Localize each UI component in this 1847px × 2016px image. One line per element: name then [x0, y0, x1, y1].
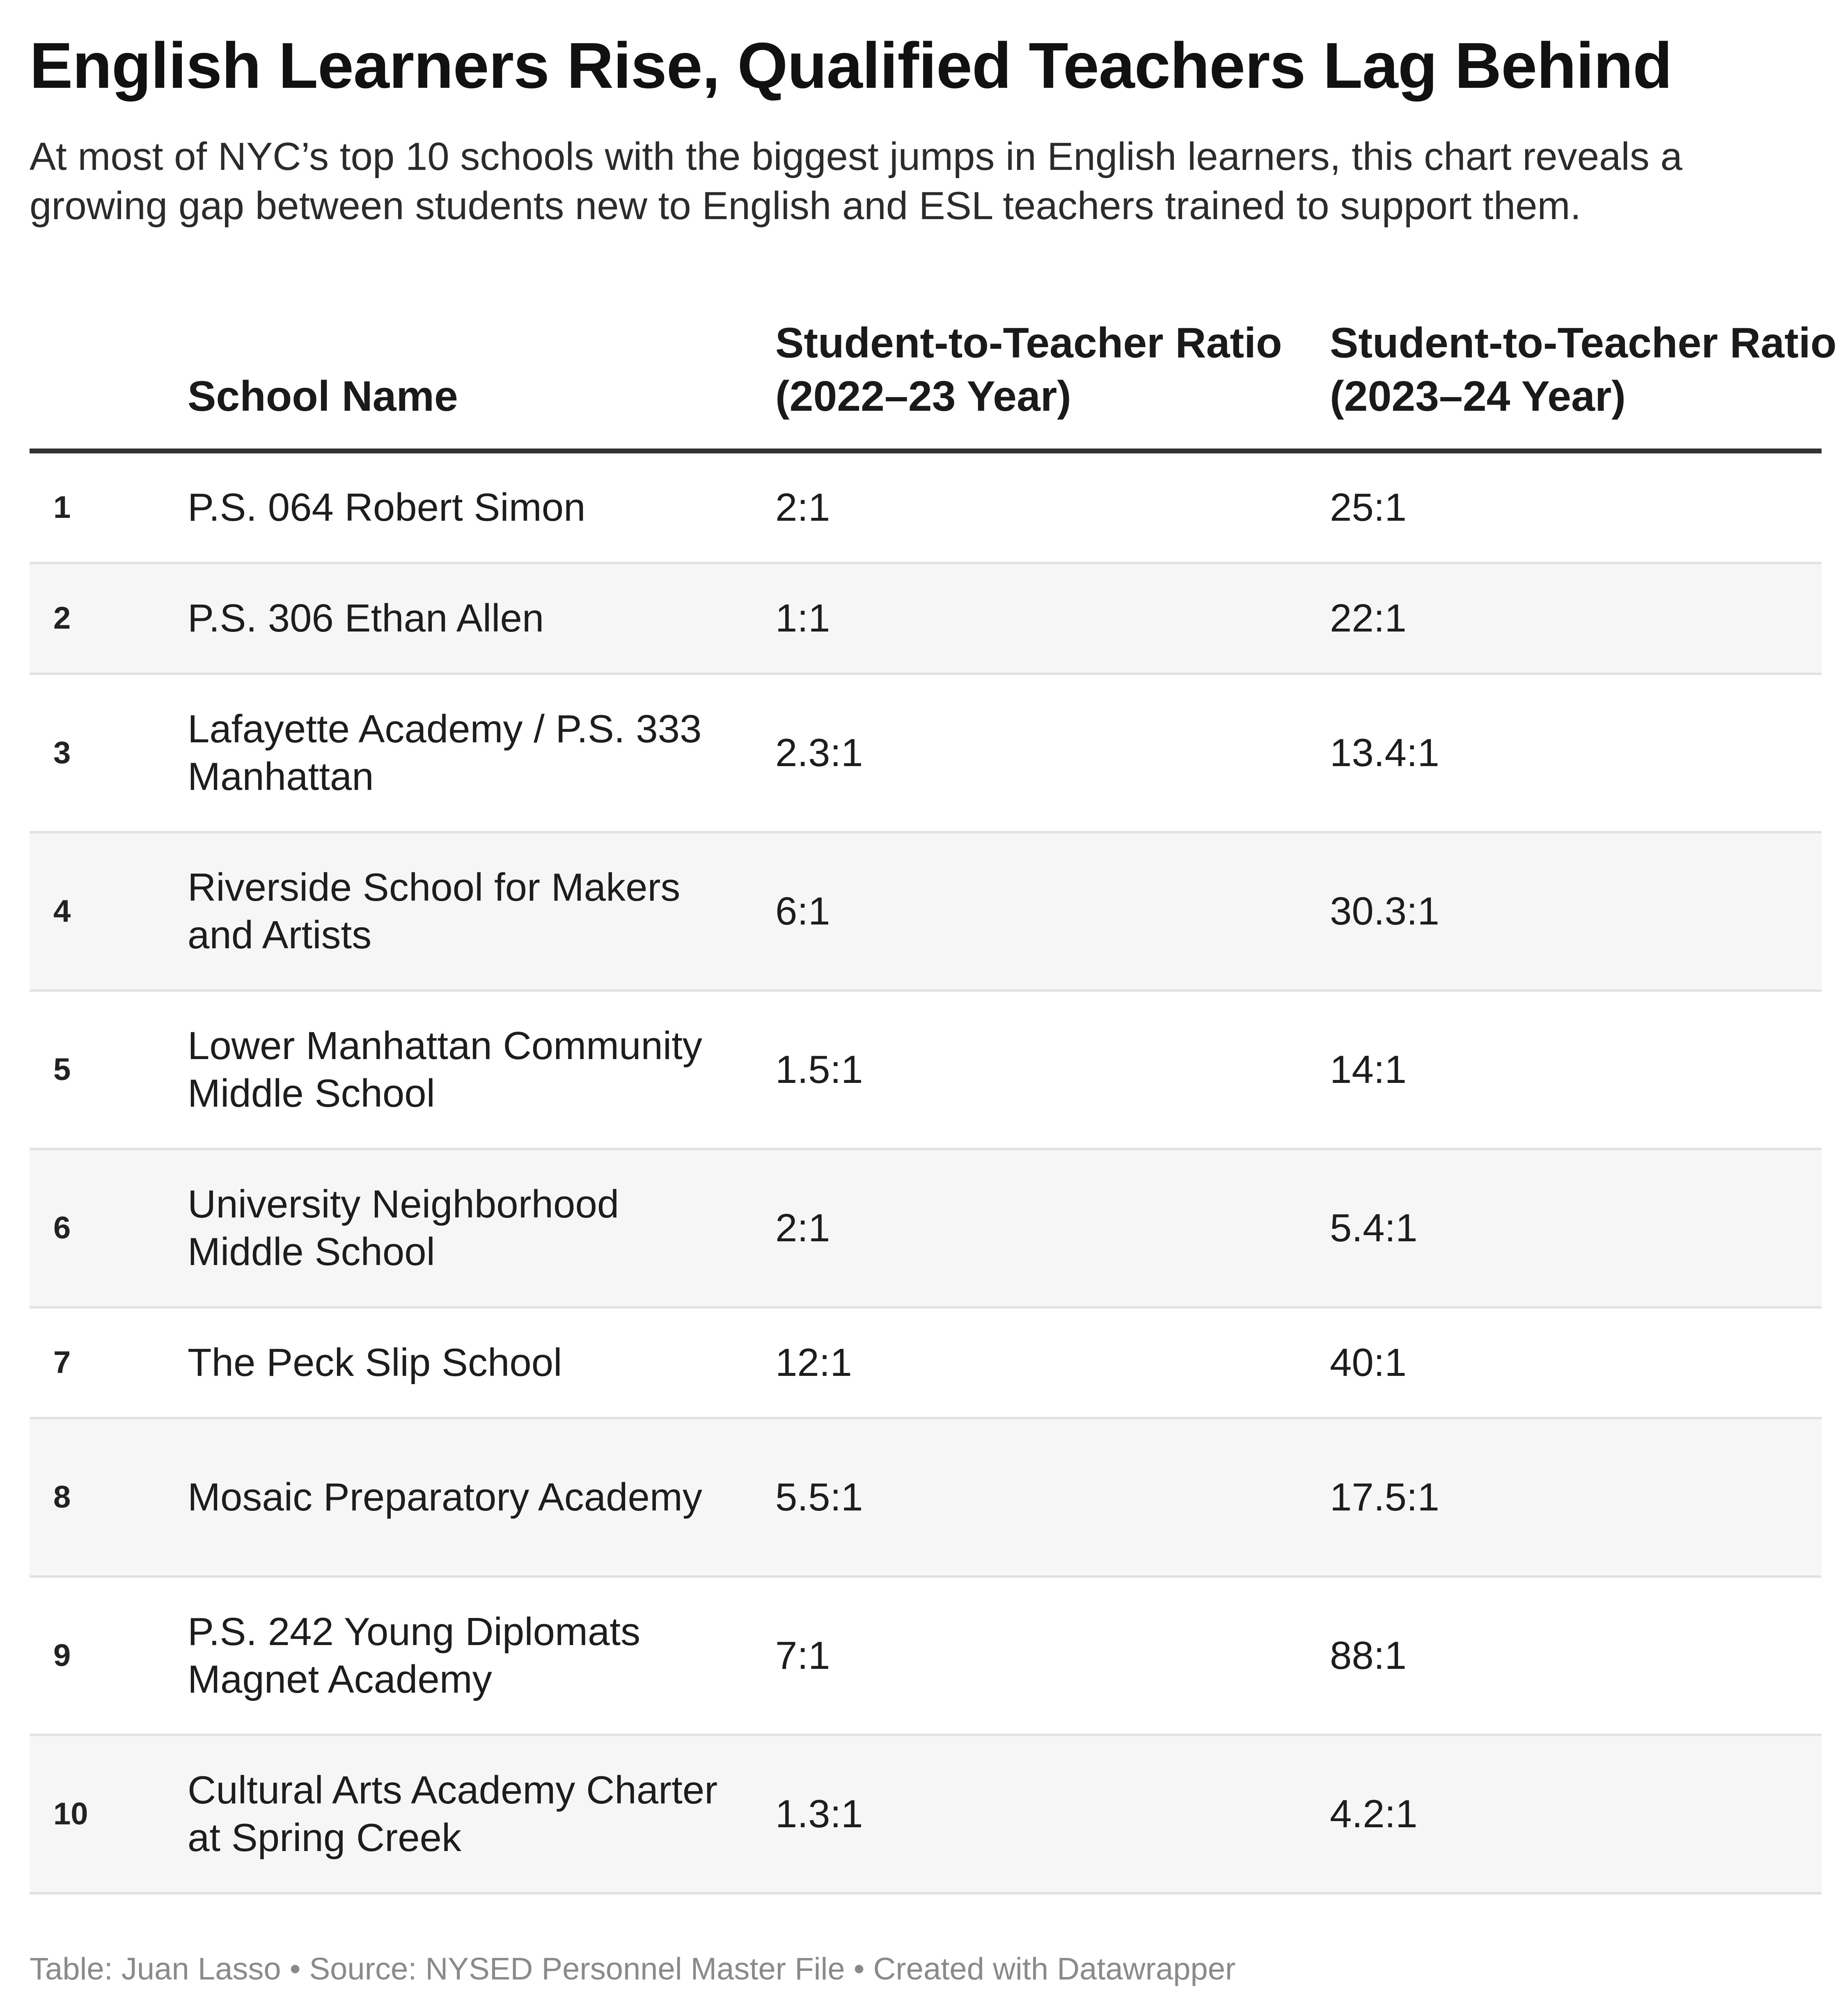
ratio-2022-23-cell: 2:1 [775, 1206, 830, 1250]
table-row: 4 Riverside School for Makers and Artists… [30, 833, 1822, 992]
school-name-cell: P.S. 064 Robert Simon [188, 485, 586, 529]
table-row: 10 Cultural Arts Academy Charter at Sprin… [30, 1736, 1822, 1895]
ratio-2023-24-cell: 17.5:1 [1330, 1475, 1439, 1519]
table-row: 8 Mosaic Preparatory Academy 5.5:1 17.5:1 [30, 1419, 1822, 1578]
rank-cell: 2 [53, 601, 71, 636]
ratio-2022-23-cell: 7:1 [775, 1634, 830, 1677]
rank-cell: 6 [53, 1211, 71, 1245]
table-row: 1 P.S. 064 Robert Simon 2:1 25:1 [30, 453, 1822, 564]
chart-page: English Learners Rise, Qualified Teacher… [30, 0, 1847, 2016]
ratio-2023-24-cell: 25:1 [1330, 485, 1407, 529]
school-name-cell: P.S. 242 Young Diplomats Magnet Academy [188, 1610, 641, 1701]
rank-cell: 4 [53, 894, 71, 929]
ratio-2023-24-cell: 22:1 [1330, 596, 1407, 640]
ratio-2023-24-cell: 4.2:1 [1330, 1792, 1418, 1836]
table-row: 5 Lower Manhattan Community Middle School… [30, 992, 1822, 1150]
rank-cell: 5 [53, 1052, 71, 1087]
ratio-2022-23-cell: 1.3:1 [775, 1792, 863, 1836]
rank-cell: 3 [53, 735, 71, 770]
ratio-2022-23-cell: 2.3:1 [775, 731, 863, 775]
rank-cell: 10 [53, 1796, 88, 1831]
table-body: 1 P.S. 064 Robert Simon 2:1 25:1 2 P.S. 306 E… [30, 453, 1822, 1895]
ratio-2023-24-cell: 88:1 [1330, 1634, 1407, 1677]
column-header-ratio-2022-23: Student-to-Teacher Ratio (2022–23 Year) [775, 319, 1282, 420]
chart-subtitle: At most of NYC’s top 10 schools with the… [30, 135, 1682, 228]
ratio-2022-23-cell: 1.5:1 [775, 1048, 863, 1092]
rank-cell: 7 [53, 1345, 71, 1380]
school-name-cell: The Peck Slip School [188, 1341, 562, 1384]
table-header: School Name Student-to-Teacher Ratio (20… [30, 312, 1837, 453]
school-name-cell: Mosaic Preparatory Academy [188, 1475, 702, 1519]
school-name-cell: Lower Manhattan Community Middle School [188, 1024, 702, 1115]
ratio-2022-23-cell: 2:1 [775, 485, 830, 529]
column-header-school: School Name [188, 373, 458, 420]
ratio-2023-24-cell: 5.4:1 [1330, 1206, 1418, 1250]
table-row: 9 P.S. 242 Young Diplomats Magnet Academy… [30, 1578, 1822, 1736]
ratio-2023-24-cell: 13.4:1 [1330, 731, 1439, 775]
table-row: 2 P.S. 306 Ethan Allen 1:1 22:1 [30, 564, 1822, 675]
ratio-2022-23-cell: 6:1 [775, 889, 830, 933]
school-name-cell: Lafayette Academy / P.S. 333 Manhattan [188, 707, 702, 799]
ratio-2022-23-cell: 1:1 [775, 596, 830, 640]
ratio-2022-23-cell: 12:1 [775, 1341, 852, 1384]
school-name-cell: P.S. 306 Ethan Allen [188, 596, 544, 640]
table-row: 3 Lafayette Academy / P.S. 333 Manhattan 2… [30, 675, 1822, 833]
ratio-2023-24-cell: 14:1 [1330, 1048, 1407, 1092]
table-row: 6 University Neighborhood Middle School 2:… [30, 1150, 1822, 1309]
ratio-2022-23-cell: 5.5:1 [775, 1475, 863, 1519]
column-header-ratio-2023-24: Student-to-Teacher Ratio (2023–24 Year) [1330, 319, 1837, 420]
chart-footer: Table: Juan Lasso • Source: NYSED Person… [30, 1952, 1236, 1986]
table-row: 7 The Peck Slip School 12:1 40:1 [30, 1309, 1822, 1419]
chart-title: English Learners Rise, Qualified Teacher… [30, 30, 1673, 102]
school-name-cell: Cultural Arts Academy Charter at Spring … [188, 1768, 718, 1860]
rank-cell: 8 [53, 1480, 71, 1515]
rank-cell: 9 [53, 1638, 71, 1673]
ratio-2023-24-cell: 30.3:1 [1330, 889, 1439, 933]
ratio-table: School Name Student-to-Teacher Ratio (20… [30, 312, 1837, 1895]
ratio-2023-24-cell: 40:1 [1330, 1341, 1407, 1384]
school-name-cell: University Neighborhood Middle School [188, 1182, 619, 1274]
rank-cell: 1 [53, 490, 71, 525]
school-name-cell: Riverside School for Makers and Artists [188, 865, 681, 957]
